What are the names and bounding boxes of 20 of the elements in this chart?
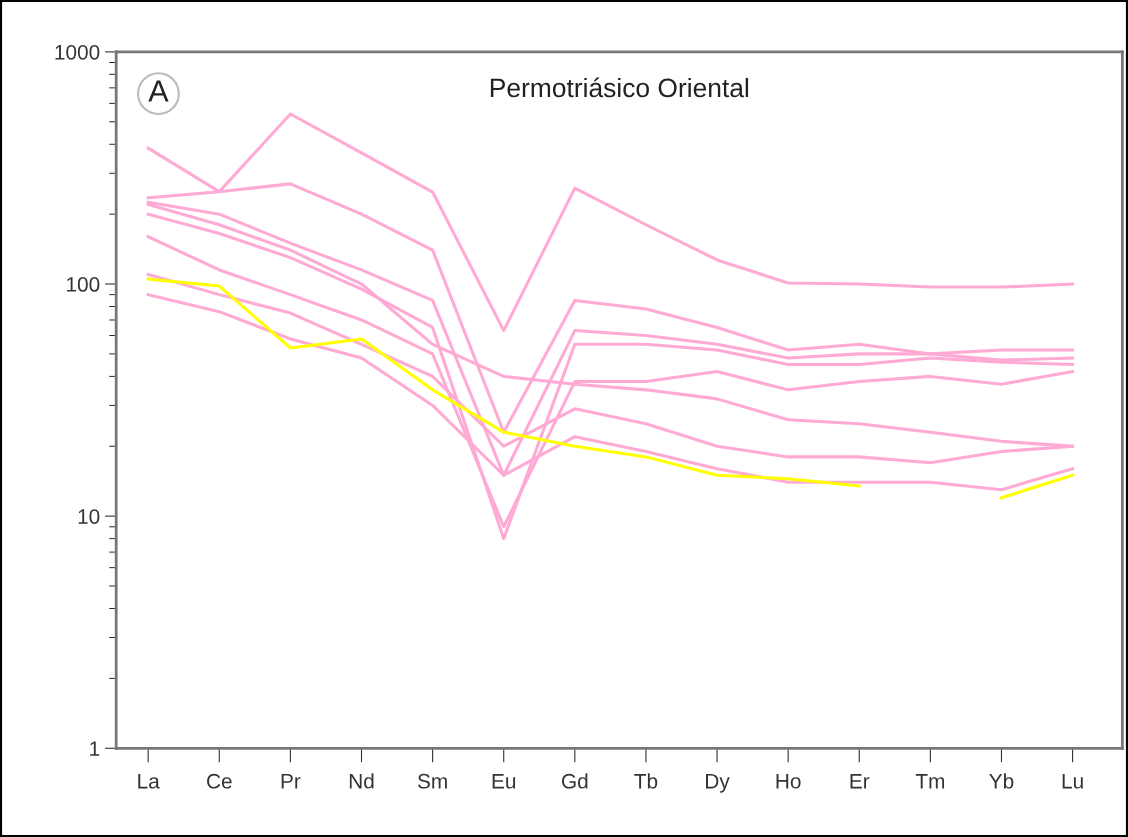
annotation: A <box>148 80 169 102</box>
x-tick-label: Dy <box>706 774 730 793</box>
text: Permotriásico Oriental <box>490 77 749 98</box>
x-tick-label: Sm <box>417 773 447 789</box>
x-tick-label: Gd <box>561 773 588 789</box>
x-tick-label: Tm <box>915 774 945 789</box>
x-tick-label: Ce <box>207 773 232 789</box>
y-tick-label: 1 <box>90 741 100 756</box>
y-tick-label: 10 <box>78 509 100 524</box>
x-tick-label: Tb <box>634 773 658 789</box>
x-tick-label: La <box>138 774 160 789</box>
y-tick-label: 1000 <box>55 44 100 60</box>
x-tick-label: Yb <box>989 773 1014 789</box>
x-tick-label: Eu <box>492 774 516 789</box>
x-tick-label: Pr <box>281 774 301 789</box>
y-tick-label: 100 <box>67 277 100 292</box>
x-tick-label: Er <box>850 774 870 789</box>
x-tick-label: Ho <box>776 774 801 789</box>
x-tick-label: Nd <box>349 773 374 789</box>
x-tick-label: Lu <box>1062 774 1083 789</box>
